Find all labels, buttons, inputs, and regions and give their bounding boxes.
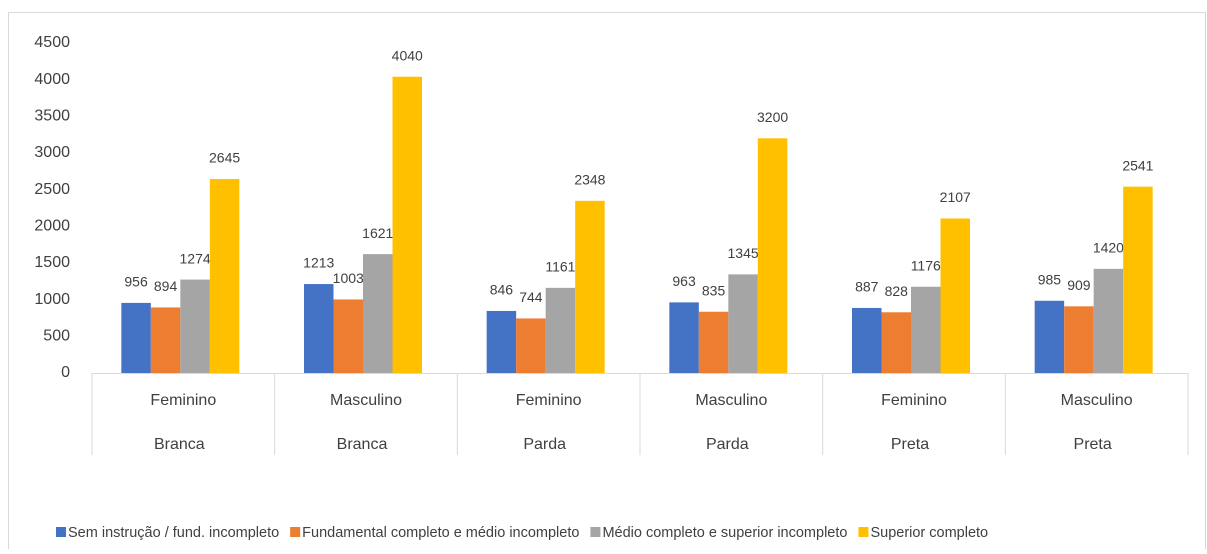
y-tick-label: 3000: [34, 144, 70, 161]
bar: [575, 200, 605, 373]
x-tick-label: Masculino: [330, 392, 402, 409]
value-label: 909: [1067, 277, 1091, 293]
bar: [1123, 186, 1153, 373]
legend-swatch: [56, 527, 66, 537]
y-tick-label: 3500: [34, 108, 70, 125]
bar: [333, 299, 363, 373]
y-tick-label: 0: [61, 364, 70, 381]
bar: [911, 286, 941, 373]
x-group-label: Branca: [337, 436, 388, 453]
legend-label: Médio completo e superior incompleto: [602, 525, 847, 541]
value-label: 956: [124, 274, 148, 290]
y-tick-label: 2000: [34, 218, 70, 235]
value-label: 2645: [209, 150, 240, 166]
value-label: 835: [702, 282, 726, 298]
value-label: 2541: [1122, 157, 1153, 173]
bar: [486, 310, 517, 373]
value-label: 1621: [362, 225, 393, 241]
value-label: 1274: [180, 250, 211, 266]
x-tick-label: Masculino: [1061, 392, 1133, 409]
bar: [940, 218, 970, 373]
value-label: 894: [154, 278, 178, 294]
value-label: 744: [519, 289, 543, 305]
value-label: 2107: [940, 189, 971, 205]
y-tick-label: 4500: [34, 34, 70, 51]
bar: [392, 76, 422, 373]
value-label: 828: [885, 283, 909, 299]
x-group-label: Preta: [891, 436, 929, 453]
y-tick-label: 2500: [34, 181, 70, 198]
value-label: 1345: [728, 245, 759, 261]
legend-label: Fundamental completo e médio incompleto: [302, 525, 579, 541]
value-label: 846: [490, 282, 514, 298]
value-label: 985: [1038, 271, 1062, 287]
value-label: 1161: [545, 259, 575, 275]
bar: [698, 311, 729, 373]
legend-label: Superior completo: [870, 525, 988, 541]
legend-label: Sem instrução / fund. incompleto: [68, 525, 279, 541]
y-tick-label: 4000: [34, 71, 70, 88]
value-label: 4040: [392, 47, 423, 63]
bar: [1064, 306, 1094, 373]
legend-swatch: [858, 527, 869, 537]
bar: [757, 138, 788, 373]
bar: [363, 254, 393, 373]
bar: [516, 318, 546, 373]
bar: [881, 312, 911, 373]
legend-swatch: [290, 527, 301, 537]
bar: [852, 307, 882, 373]
y-tick-label: 500: [43, 328, 70, 345]
bar: [304, 284, 334, 373]
value-label: 2348: [574, 172, 605, 188]
x-tick-label: Feminino: [150, 392, 216, 409]
x-group-label: Parda: [523, 436, 566, 453]
bar: [728, 274, 758, 373]
value-label: 1213: [303, 255, 334, 271]
x-tick-label: Feminino: [881, 392, 947, 409]
x-group-label: Preta: [1074, 436, 1112, 453]
value-label: 1003: [333, 270, 364, 286]
value-label: 887: [855, 279, 879, 295]
bar: [121, 302, 151, 373]
bar: [180, 279, 210, 373]
bar: [209, 179, 240, 373]
legend-swatch: [590, 527, 601, 537]
bar: [669, 302, 699, 373]
bar: [545, 287, 576, 373]
y-tick-label: 1500: [34, 254, 70, 271]
bar: [150, 307, 181, 373]
value-label: 1420: [1093, 240, 1124, 256]
x-tick-label: Feminino: [516, 392, 582, 409]
value-label: 3200: [757, 109, 788, 125]
x-group-label: Parda: [706, 436, 749, 453]
bar: [1093, 268, 1124, 373]
value-label: 963: [672, 273, 696, 289]
x-tick-label: Masculino: [695, 392, 767, 409]
y-tick-label: 1000: [34, 291, 70, 308]
x-group-label: Branca: [154, 436, 205, 453]
value-label: 1176: [911, 257, 941, 273]
bar: [1034, 300, 1065, 373]
